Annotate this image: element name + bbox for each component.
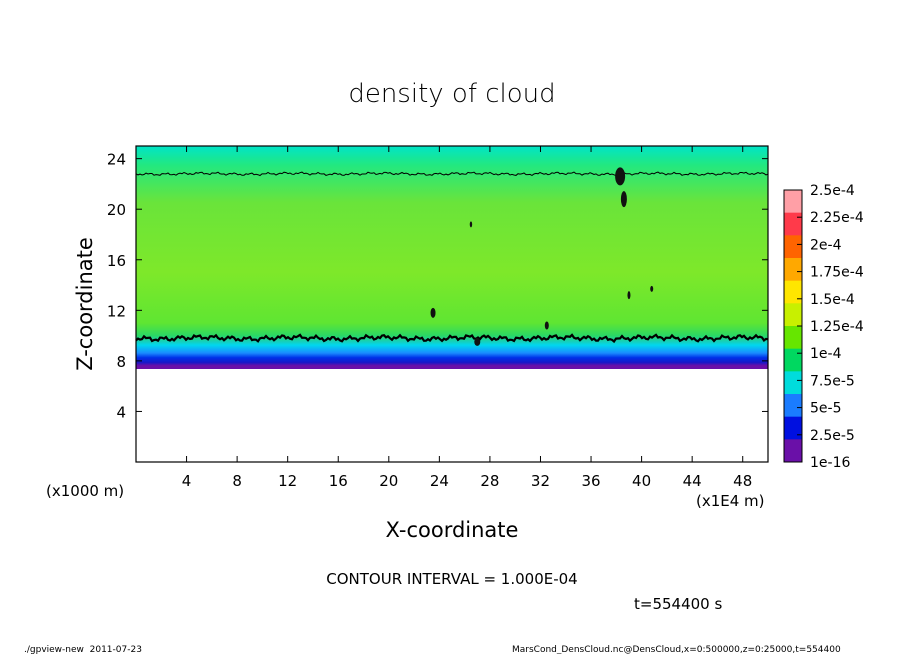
- contour-blob: [430, 307, 436, 318]
- x-tick-label: 20: [379, 472, 398, 490]
- chart-title: density of cloud: [348, 79, 555, 109]
- y-tick-label: 8: [116, 353, 126, 371]
- colorbar-swatch: [784, 439, 802, 463]
- x-unit-label: (x1E4 m): [696, 492, 765, 510]
- y-axis: 4 8 12 16 20 24: [107, 151, 768, 421]
- x-tick-label: 8: [232, 472, 242, 490]
- y-tick-label: 20: [107, 201, 126, 219]
- colorbar-label: 1e-16: [810, 455, 850, 471]
- y-tick-label: 12: [107, 302, 126, 320]
- colorbar-label: 2.5e-4: [810, 183, 855, 199]
- colorbar-label: 1.75e-4: [810, 265, 864, 281]
- x-tick-label: 4: [182, 472, 192, 490]
- colorbar-label: 1.5e-4: [810, 292, 855, 308]
- contour-blob: [620, 191, 627, 208]
- x-tick-label: 12: [278, 472, 297, 490]
- y-tick-label: 24: [107, 151, 126, 169]
- colorbar-swatch: [784, 280, 802, 304]
- contour-blob: [615, 167, 626, 186]
- y-tick-label: 4: [116, 403, 126, 421]
- colorbar-swatch: [784, 212, 802, 236]
- y-axis-label: Z-coordinate: [73, 237, 97, 371]
- contour-lines: [135, 171, 769, 344]
- footer-right: MarsCond_DensCloud.nc@DensCloud,x=0:5000…: [512, 645, 841, 654]
- x-tick-label: 16: [329, 472, 348, 490]
- contour-blob: [627, 291, 631, 300]
- plot-frame: [135, 145, 769, 463]
- x-axis: 4 8 12 16 20 24 28 32 36 40 44 48: [182, 146, 752, 490]
- colorbar-swatch: [784, 394, 802, 418]
- y-tick-label: 16: [107, 252, 126, 270]
- colorbar-label: 2.25e-4: [810, 210, 864, 226]
- x-axis-label: X-coordinate: [386, 518, 519, 542]
- contour-line: [135, 333, 769, 344]
- colorbar-label: 2e-4: [810, 237, 842, 253]
- density-field: [136, 146, 768, 462]
- colorbar-swatch: [784, 235, 802, 259]
- colorbar-swatch: [784, 258, 802, 282]
- plot-area: [135, 145, 769, 463]
- contour-blob: [474, 337, 481, 346]
- time-label: t=554400 s: [634, 595, 722, 613]
- contour-interval-label: CONTOUR INTERVAL = 1.000E-04: [326, 570, 577, 588]
- colorbar-swatch: [784, 326, 802, 350]
- colorbar-swatch: [784, 303, 802, 327]
- colorbar-label: 1e-4: [810, 346, 842, 362]
- contour-line: [135, 171, 769, 177]
- colorbar-swatch: [784, 348, 802, 372]
- contour-blob: [469, 221, 473, 228]
- contour-blobs: [430, 167, 654, 346]
- x-tick-label: 28: [480, 472, 499, 490]
- x-tick-label: 48: [733, 472, 752, 490]
- x-tick-label: 44: [683, 472, 702, 490]
- x-tick-label: 40: [632, 472, 651, 490]
- colorbar-swatch: [784, 190, 802, 214]
- contour-blob: [544, 321, 549, 330]
- x-tick-label: 36: [581, 472, 600, 490]
- footer-left: ./gpview-new 2011-07-23: [24, 645, 142, 654]
- x-tick-label: 24: [430, 472, 449, 490]
- colorbar-label: 1.25e-4: [810, 319, 864, 335]
- colorbar-label: 7.5e-5: [810, 373, 855, 389]
- colorbar-label: 5e-5: [810, 401, 841, 417]
- x-tick-label: 32: [531, 472, 550, 490]
- colorbar: 2.5e-4 2.25e-4 2e-4 1.75e-4 1.5e-4 1.25e-4 1e-…: [783, 183, 864, 471]
- colorbar-swatch: [784, 416, 802, 440]
- contour-blob: [650, 285, 654, 292]
- y-unit-label: (x1000 m): [46, 482, 124, 500]
- colorbar-swatch: [784, 371, 802, 395]
- colorbar-label: 2.5e-5: [810, 428, 855, 444]
